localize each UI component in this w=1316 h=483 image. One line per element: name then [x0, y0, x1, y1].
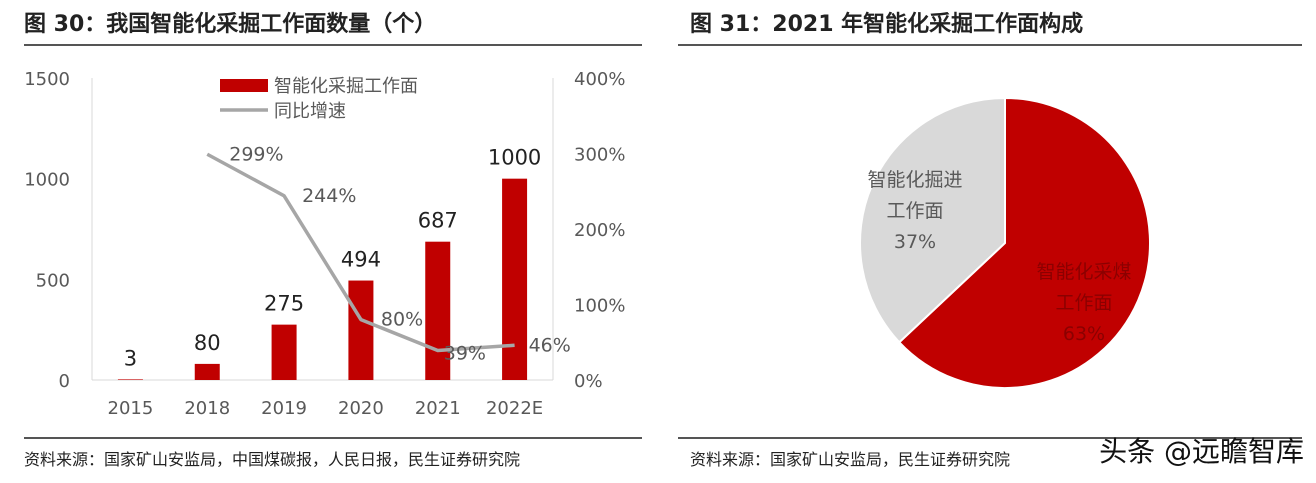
pie-label-line2: 工作面: [886, 200, 943, 222]
y2-tick-label: 0%: [574, 371, 603, 392]
bar: [425, 241, 451, 380]
bar: [194, 363, 220, 380]
growth-value-label: 46%: [529, 334, 571, 356]
figure-30-panel: 图 30：我国智能化采掘工作面数量（个） 0 500 1000 1500 0% 100% 2…: [0, 0, 648, 483]
x-tick-label: 2015: [108, 398, 154, 419]
bar-value-label: 1000: [488, 146, 541, 170]
growth-value-label: 244%: [302, 185, 356, 207]
pie-slice: [897, 96, 1152, 389]
pie-slice: [859, 96, 1006, 344]
x-tick-label: 2019: [261, 398, 307, 419]
pie-pct-label: 37%: [894, 231, 936, 253]
bar-value-label: 3: [124, 346, 137, 370]
pie-pct-label: 63%: [1063, 323, 1105, 345]
y-tick-label: 1000: [24, 170, 70, 191]
pie-label-line2: 工作面: [1055, 292, 1112, 314]
pie-label-line1: 智能化采煤: [1036, 261, 1131, 283]
figure-31-title: 图 31：2021 年智能化采掘工作面构成: [690, 12, 1084, 37]
pie-label-line1: 智能化掘进: [867, 169, 962, 191]
x-tick-label: 2020: [338, 398, 384, 419]
figure-30-source: 资料来源：国家矿山安监局，中国煤碳报，人民日报，民生证券研究院: [24, 450, 521, 469]
y2-tick-label: 100%: [574, 296, 625, 317]
y-tick-label: 1500: [24, 69, 70, 90]
figure-31-bottom-rule: [678, 437, 1302, 439]
bar-value-label: 80: [194, 331, 221, 355]
growth-value-label: 299%: [229, 143, 283, 165]
bar-value-label: 687: [418, 209, 458, 233]
figure-30-top-rule: [24, 44, 642, 46]
figure-30-bottom-rule: [24, 437, 642, 439]
bar: [117, 379, 143, 380]
figure-31-top-rule: [678, 44, 1302, 46]
x-tick-label: 2022E: [486, 398, 543, 419]
legend-bar-label: 智能化采掘工作面: [274, 76, 418, 97]
x-tick-label: 2021: [415, 398, 461, 419]
bar-value-label: 494: [341, 248, 381, 272]
watermark: 头条 @远瞻智库: [1099, 435, 1304, 468]
bar: [348, 280, 374, 380]
growth-value-label: 80%: [381, 309, 423, 331]
figure-31-source: 资料来源：国家矿山安监局，民生证券研究院: [690, 450, 1011, 469]
y2-tick-label: 200%: [574, 220, 625, 241]
bar: [502, 178, 528, 380]
y-tick-label: 0: [59, 371, 70, 392]
bar-value-label: 275: [264, 292, 304, 316]
bar-line-chart: 0 500 1000 1500 0% 100% 200% 300% 400% 2015 2018 20…: [24, 69, 625, 419]
legend-line-label: 同比增速: [274, 101, 346, 122]
y2-tick-label: 400%: [574, 69, 625, 90]
legend-bar-swatch: [220, 79, 268, 92]
y2-tick-label: 300%: [574, 145, 625, 166]
growth-value-label: 39%: [444, 343, 486, 365]
figure-31-panel: 图 31：2021 年智能化采掘工作面构成 智能化采煤 工作面 63% 智能化掘进 工作…: [672, 0, 1316, 483]
bar: [271, 324, 297, 380]
figure-30-title: 图 30：我国智能化采掘工作面数量（个）: [24, 12, 437, 37]
x-tick-label: 2018: [184, 398, 230, 419]
y-tick-label: 500: [36, 270, 70, 291]
